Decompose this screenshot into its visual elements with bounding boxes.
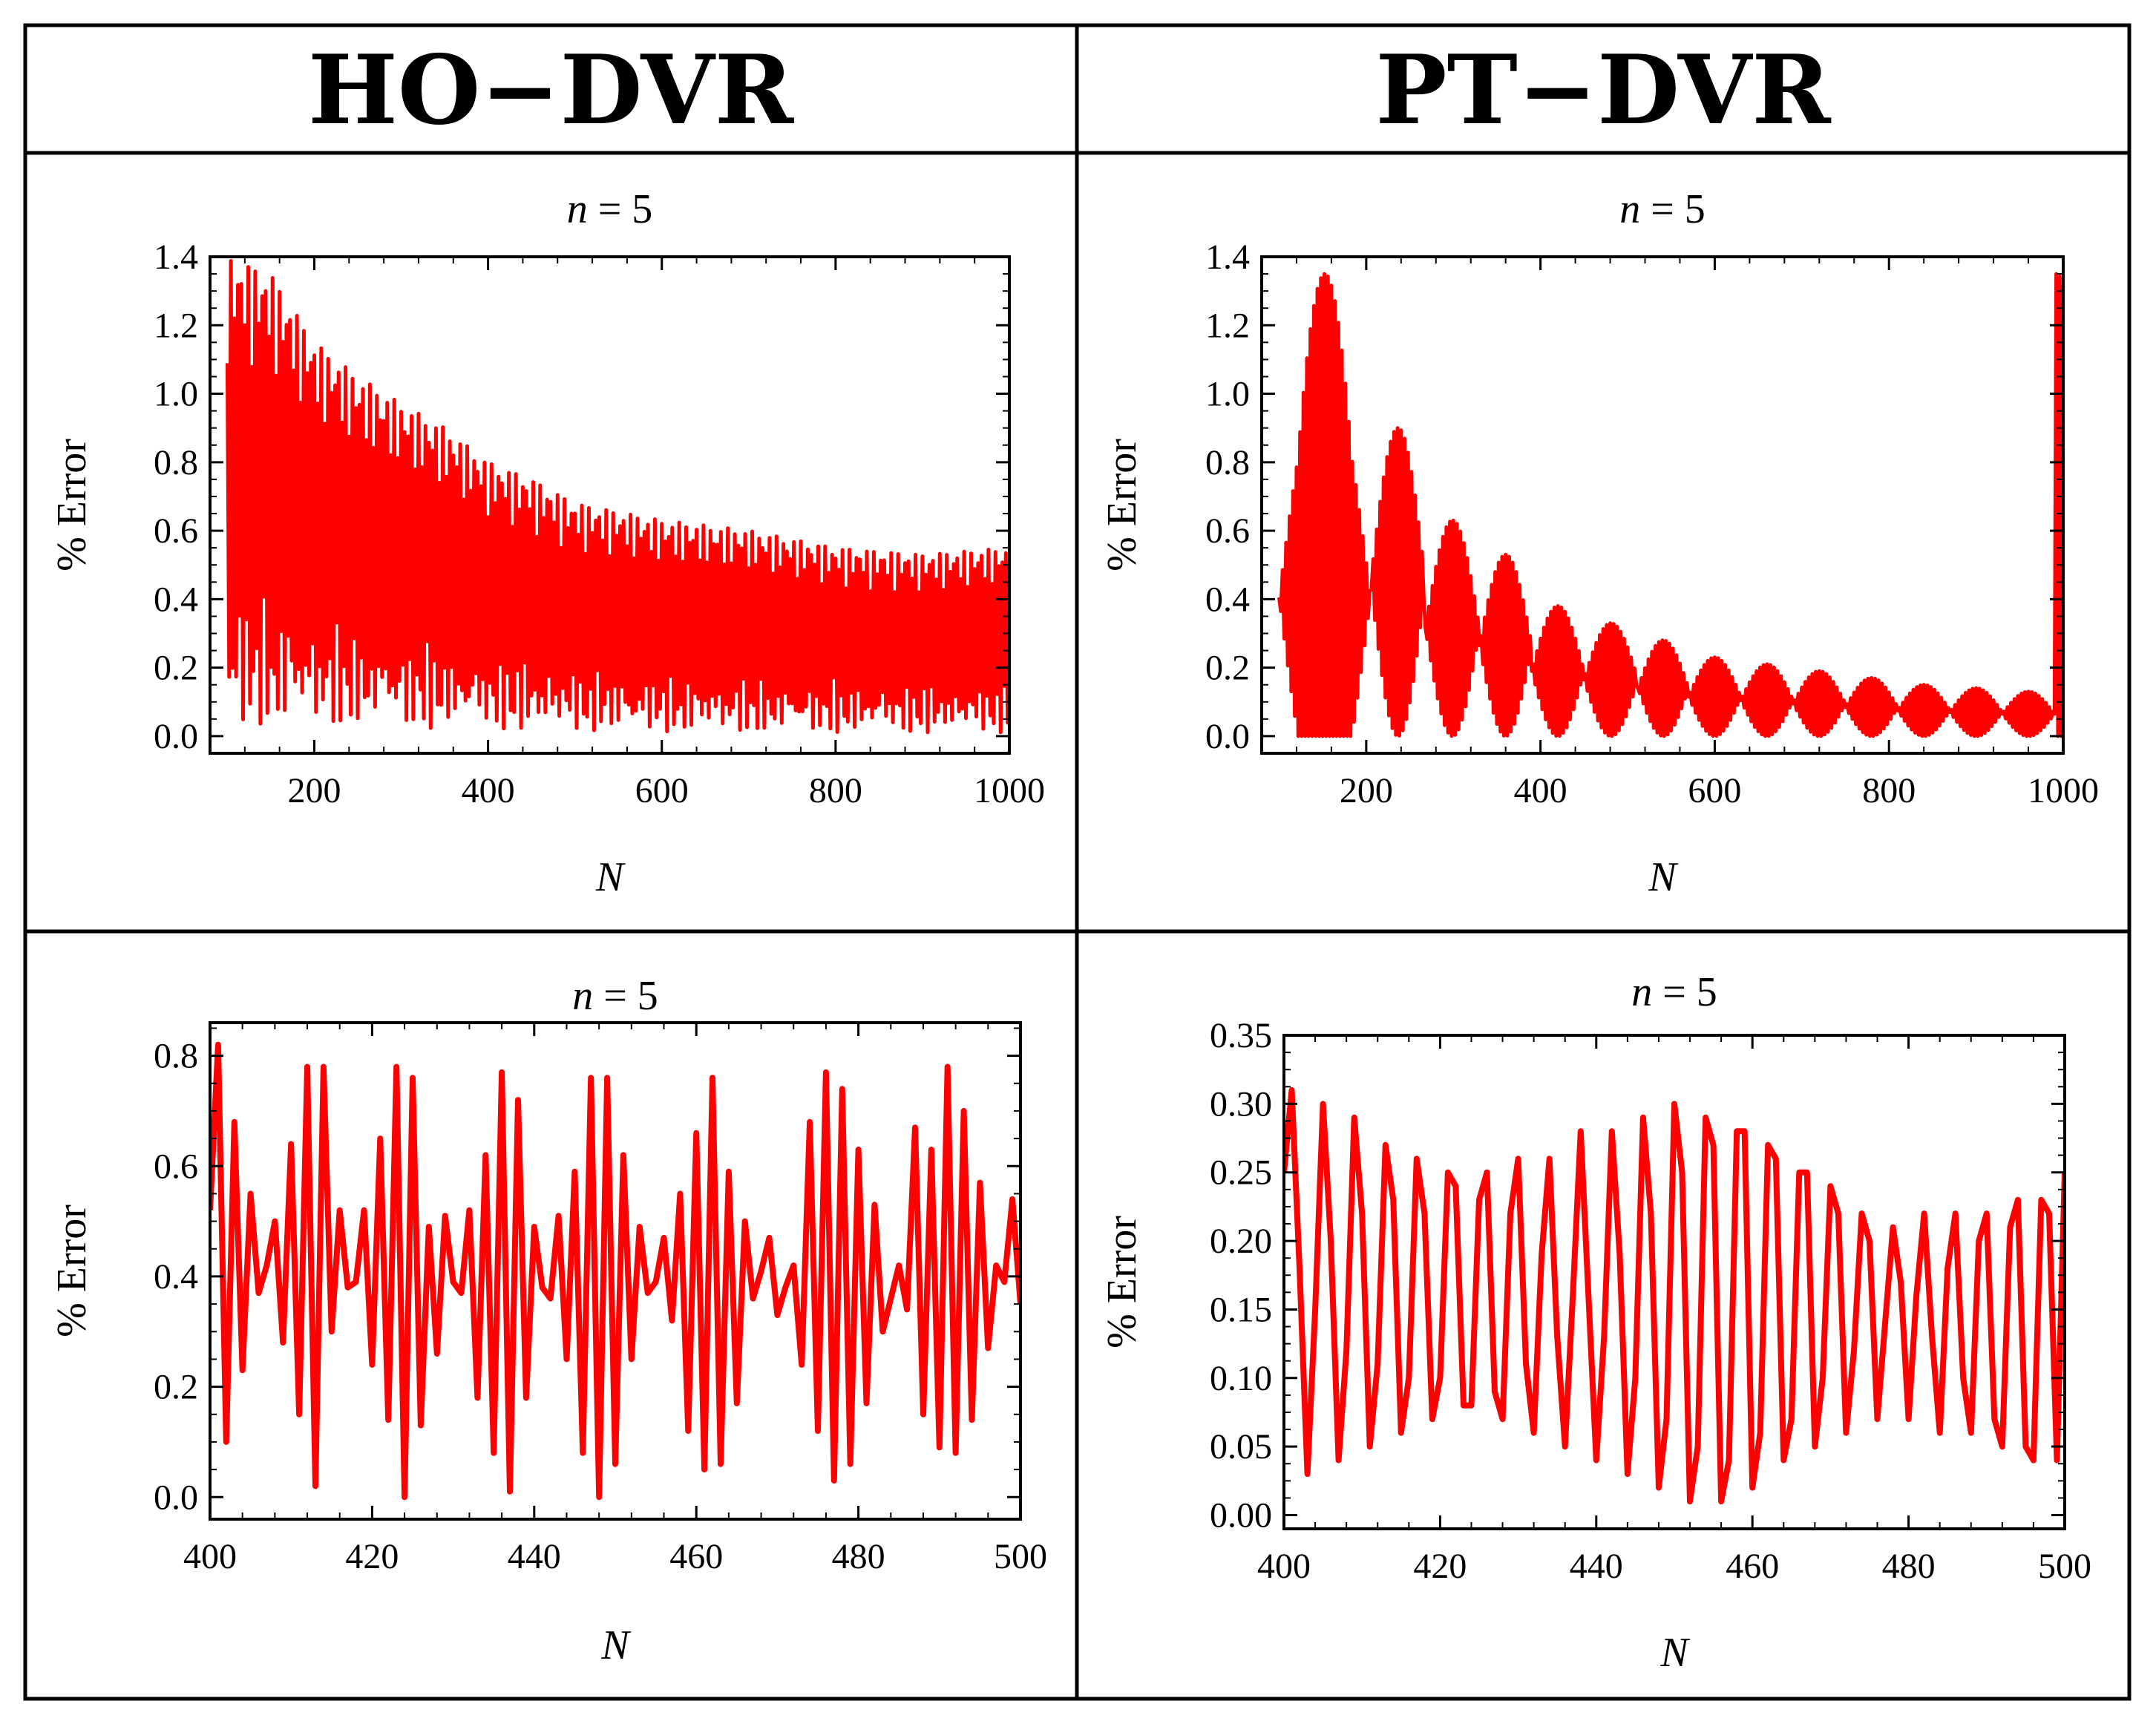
y-tick-label: 0.0 — [154, 717, 198, 756]
y-tick-label: 1.4 — [1205, 237, 1250, 277]
x-tick-label: 420 — [345, 1537, 399, 1576]
x-tick-label: 500 — [2038, 1547, 2091, 1586]
chart-title: n = 5 — [1631, 969, 1717, 1015]
series-line — [1277, 272, 2063, 738]
x-tick-label: 480 — [832, 1537, 885, 1576]
y-axis-label: % Error — [1099, 439, 1145, 571]
y-tick-label: 1.2 — [154, 306, 198, 345]
y-tick-label: 0.05 — [1210, 1427, 1272, 1466]
x-tick-label: 1000 — [2028, 771, 2099, 810]
y-tick-label: 0.0 — [1205, 717, 1250, 756]
chart-title-value: = 5 — [588, 186, 653, 232]
y-tick-label: 1.2 — [1205, 306, 1250, 345]
header-ho-dvr: HO−DVR — [308, 35, 795, 146]
chart-title-variable: n — [1631, 969, 1652, 1015]
y-tick-label: 0.2 — [154, 1368, 198, 1407]
x-tick-label: 800 — [809, 771, 862, 810]
chart-title: n = 5 — [572, 973, 658, 1019]
chart-title-variable: n — [572, 973, 593, 1019]
y-tick-label: 0.2 — [1205, 649, 1250, 688]
x-tick-label: 200 — [287, 771, 341, 810]
y-tick-label: 0.20 — [1210, 1222, 1272, 1261]
y-tick-label: 0.4 — [154, 1257, 198, 1297]
chart-title: n = 5 — [567, 186, 653, 232]
x-tick-label: 440 — [1570, 1547, 1623, 1586]
series-group — [210, 1041, 1020, 1501]
y-tick-label: 0.35 — [1210, 1016, 1272, 1055]
plot-frame — [1260, 255, 2065, 755]
x-tick-label: 400 — [1514, 771, 1567, 810]
series-line — [1284, 1086, 2065, 1505]
y-tick-label: 0.00 — [1210, 1496, 1272, 1535]
y-tick-label: 0.10 — [1210, 1359, 1272, 1398]
x-tick-label: 440 — [508, 1537, 561, 1576]
x-axis-label: N — [1659, 1630, 1690, 1676]
series-group — [1277, 272, 2063, 738]
x-tick-label: 500 — [994, 1537, 1047, 1576]
x-tick-label: 1000 — [974, 771, 1045, 810]
x-tick-label: 600 — [1688, 771, 1741, 810]
y-axis-label: % Error — [49, 439, 95, 571]
chart-title-variable: n — [567, 186, 588, 232]
y-tick-label: 0.8 — [154, 1037, 198, 1076]
y-tick-label: 1.0 — [154, 375, 198, 414]
series-line — [210, 1041, 1020, 1501]
x-axis-label: N — [1648, 854, 1678, 900]
y-tick-label: 0.2 — [154, 649, 198, 688]
y-axis-label: % Error — [49, 1204, 95, 1337]
y-tick-label: 1.4 — [154, 237, 198, 277]
x-tick-label: 800 — [1862, 771, 1916, 810]
plot-frame — [209, 255, 1011, 755]
panel-pt-zoom: n = 5 400 420 440 460 480 500 0.00 0.05 0.10 0.15 0… — [1099, 969, 2091, 1676]
y-axis-label: % Error — [1099, 1216, 1145, 1348]
x-tick-label: 400 — [183, 1537, 237, 1576]
panel-ho-full: n = 5 200 400 600 800 1000 0.0 0.2 0.4 0.6 0.8 1.0 1… — [49, 186, 1045, 900]
y-tick-label: 0.0 — [154, 1478, 198, 1517]
y-tick-label: 0.8 — [1205, 443, 1250, 482]
x-axis-label: N — [595, 854, 626, 900]
panel-pt-full: n = 5 200 400 600 800 1000 0.0 0.2 0.4 0.6 0.8 1.0 1… — [1099, 186, 2099, 900]
chart-title-value: = 5 — [1652, 969, 1717, 1015]
chart-title: n = 5 — [1619, 186, 1706, 232]
panel-ho-zoom: n = 5 400 420 440 460 480 500 0.0 0.2 0.4 0.6 0.8 N%… — [49, 973, 1047, 1668]
chart-title-value: = 5 — [1640, 186, 1706, 232]
x-tick-label: 420 — [1413, 1547, 1467, 1586]
plot-frame — [1282, 1034, 2066, 1530]
x-tick-label: 600 — [635, 771, 689, 810]
x-tick-label: 460 — [669, 1537, 723, 1576]
y-tick-label: 0.4 — [1205, 580, 1250, 619]
y-tick-label: 0.25 — [1210, 1153, 1272, 1193]
series-group — [225, 259, 1009, 735]
y-tick-label: 1.0 — [1205, 375, 1250, 414]
y-tick-label: 0.6 — [154, 511, 198, 551]
x-tick-label: 400 — [1257, 1547, 1311, 1586]
header-pt-dvr: PT−DVR — [1375, 35, 1832, 146]
y-tick-label: 0.30 — [1210, 1084, 1272, 1124]
axis-ticks: 200 400 600 800 1000 0.0 0.2 0.4 0.6 0.8 1.0 1.2 1.4 — [1205, 237, 2099, 810]
chart-title-value: = 5 — [593, 973, 658, 1019]
axis-ticks: 400 420 440 460 480 500 0.00 0.05 0.10 0.15 0.20 0.… — [1210, 1016, 2091, 1586]
x-tick-label: 400 — [462, 771, 515, 810]
y-tick-label: 0.6 — [1205, 511, 1250, 551]
chart-title-variable: n — [1619, 186, 1640, 232]
series-group — [1284, 1086, 2065, 1505]
series-line — [225, 259, 1009, 735]
x-tick-label: 200 — [1340, 771, 1393, 810]
y-tick-label: 0.6 — [154, 1147, 198, 1186]
plot-frame — [209, 1021, 1022, 1521]
y-tick-label: 0.8 — [154, 443, 198, 482]
x-tick-label: 480 — [1882, 1547, 1936, 1586]
x-tick-label: 460 — [1726, 1547, 1779, 1586]
x-axis-label: N — [600, 1622, 631, 1668]
y-tick-label: 0.15 — [1210, 1290, 1272, 1329]
axis-ticks: 200 400 600 800 1000 0.0 0.2 0.4 0.6 0.8 1.0 1.2 1.4 — [154, 237, 1045, 810]
y-tick-label: 0.4 — [154, 580, 198, 619]
